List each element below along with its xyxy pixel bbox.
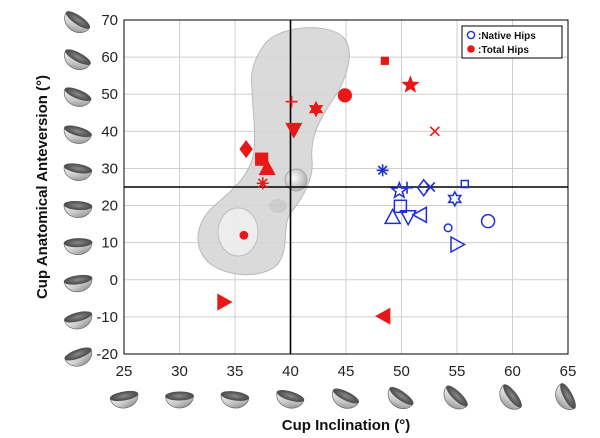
data-point-total-star5 xyxy=(401,75,420,93)
y-tick-label: 60 xyxy=(101,49,118,66)
x-tick-label: 65 xyxy=(560,363,577,380)
data-point-total-diamond xyxy=(239,140,253,159)
data-point-total-plus xyxy=(285,95,298,108)
y-axis-label: Cup Anatomical Anteversion (°) xyxy=(34,75,51,299)
cup-icon xyxy=(555,383,576,410)
plot-area: 25 30 35 40 45 50 55 60 65 -20 -10 0 10 20 30 40 50 60 70 xyxy=(96,12,576,380)
data-points xyxy=(217,56,496,325)
x-tick-label: 50 xyxy=(393,363,410,380)
data-point-native-triangle-down xyxy=(399,209,417,227)
legend-total-marker xyxy=(467,45,475,53)
ischial-tuberosity xyxy=(269,199,287,213)
y-tick-label: 20 xyxy=(101,198,118,215)
data-point-total-square xyxy=(255,152,269,166)
x-tick-label: 30 xyxy=(171,363,188,380)
cup-icon xyxy=(64,347,93,367)
data-point-native-circle-small xyxy=(443,223,453,233)
legend-total-label: :Total Hips xyxy=(478,45,529,56)
x-tick-label: 40 xyxy=(282,363,299,380)
data-point-total-star6 xyxy=(308,100,324,118)
cup-icon xyxy=(276,389,305,409)
cup-icon xyxy=(220,391,250,409)
cup-glyphs xyxy=(63,11,576,410)
legend: :Native Hips :Total Hips xyxy=(461,25,563,59)
data-point-native-triangle-right xyxy=(450,235,467,254)
legend-box xyxy=(461,25,563,59)
cup-icon xyxy=(63,125,92,144)
data-point-total-asterisk xyxy=(256,177,269,190)
y-tick-label: -10 xyxy=(96,309,118,326)
data-point-total-x xyxy=(429,126,440,137)
data-point-total-triangle-right xyxy=(217,293,233,311)
x-tick-label: 55 xyxy=(449,363,466,380)
y-tick-label: 50 xyxy=(101,86,118,103)
data-point-native-triangle-up xyxy=(383,207,402,225)
cup-icon xyxy=(63,163,93,181)
data-point-total-circle xyxy=(337,88,352,103)
y-tick-label: -20 xyxy=(96,346,118,363)
data-point-total-square-small xyxy=(380,56,389,65)
cup-icon xyxy=(64,49,91,70)
data-point-native-circle xyxy=(480,213,496,229)
x-tick-label: 25 xyxy=(116,363,133,380)
cup-icon xyxy=(499,384,522,410)
tick-labels: 25 30 35 40 45 50 55 60 65 -20 -10 0 10 20 30 40 50 60 70 xyxy=(96,12,576,380)
data-point-native-triangle-left xyxy=(411,206,428,224)
cup-icon xyxy=(443,385,468,410)
y-tick-label: 30 xyxy=(101,160,118,177)
legend-native-marker xyxy=(466,30,476,40)
data-point-total-triangle-left xyxy=(375,307,391,325)
x-tick-label: 35 xyxy=(227,363,244,380)
data-point-native-square xyxy=(393,199,408,214)
legend-native-label: :Native Hips xyxy=(478,31,536,42)
y-tick-label: 70 xyxy=(101,12,118,29)
reference-lines xyxy=(124,20,568,354)
cup-icon xyxy=(63,87,92,107)
data-point-native-asterisk xyxy=(376,164,389,177)
x-tick-label: 60 xyxy=(504,363,521,380)
obturator-foramen xyxy=(217,207,259,257)
y-tick-label: 40 xyxy=(101,123,118,140)
cup-icon xyxy=(332,388,360,409)
cup-icon xyxy=(63,274,93,293)
cup-icon xyxy=(165,391,194,409)
data-point-native-square-small xyxy=(460,179,470,189)
y-tick-label: 0 xyxy=(110,272,118,289)
data-point-total-triangle-up xyxy=(258,159,276,176)
x-tick-label: 45 xyxy=(338,363,355,380)
cup-icon xyxy=(64,11,91,33)
x-axis-label: Cup Inclination (°) xyxy=(282,417,410,434)
data-point-native-x xyxy=(425,181,436,193)
cup-icon xyxy=(63,200,93,218)
data-point-total-triangle-down xyxy=(285,122,303,139)
data-point-native-plus xyxy=(401,181,414,194)
cup-icon xyxy=(63,238,93,255)
pelvis-illustration xyxy=(197,27,350,276)
data-point-total-circle-small xyxy=(239,230,249,240)
data-point-native-star6 xyxy=(447,190,463,208)
cup-icon xyxy=(109,390,139,409)
cup-icon xyxy=(63,311,93,330)
cup-icon xyxy=(387,386,414,410)
y-tick-label: 10 xyxy=(101,235,118,252)
